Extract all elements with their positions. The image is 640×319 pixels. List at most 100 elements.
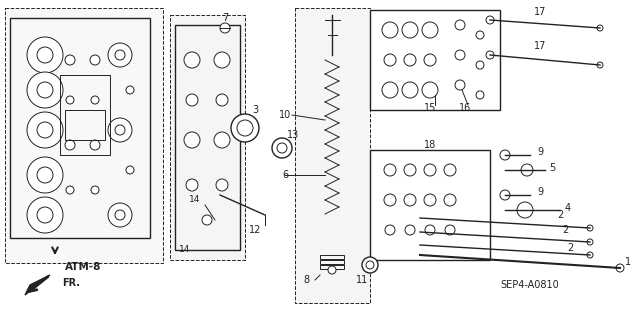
Circle shape [108,118,132,142]
Circle shape [184,132,200,148]
Circle shape [384,54,396,66]
Bar [320,260,344,264]
Circle shape [587,239,593,245]
Circle shape [126,86,134,94]
Circle shape [37,207,53,223]
Circle shape [37,47,53,63]
Text: 10: 10 [279,110,291,120]
Circle shape [37,122,53,138]
Circle shape [405,225,415,235]
Circle shape [214,52,230,68]
Bar [370,10,500,110]
Circle shape [404,194,416,206]
Circle shape [115,125,125,135]
Circle shape [384,164,396,176]
Circle shape [425,225,435,235]
Circle shape [455,50,465,60]
Circle shape [597,62,603,68]
Circle shape [237,120,253,136]
Circle shape [476,61,484,69]
Text: 14: 14 [189,196,201,204]
Circle shape [186,94,198,106]
Text: 16: 16 [459,103,471,113]
Circle shape [91,186,99,194]
Circle shape [476,31,484,39]
Circle shape [517,202,533,218]
Circle shape [220,23,230,33]
Circle shape [27,37,63,73]
Bar [60,75,110,155]
Circle shape [90,55,100,65]
Text: 3: 3 [252,105,258,115]
Circle shape [455,80,465,90]
Circle shape [66,96,74,104]
Circle shape [587,252,593,258]
Circle shape [587,225,593,231]
Circle shape [500,150,510,160]
Bar [170,15,245,260]
Bar [175,25,240,250]
Circle shape [115,50,125,60]
Circle shape [272,138,292,158]
Circle shape [37,82,53,98]
Text: 2: 2 [562,225,568,235]
Circle shape [126,166,134,174]
Bar [320,255,344,259]
Bar [5,8,163,263]
Circle shape [27,72,63,108]
Text: 14: 14 [179,246,191,255]
Circle shape [214,132,230,148]
Circle shape [382,82,398,98]
Circle shape [476,91,484,99]
Circle shape [90,140,100,150]
Text: 12: 12 [249,225,261,235]
Circle shape [445,225,455,235]
Circle shape [37,167,53,183]
Circle shape [455,20,465,30]
Circle shape [66,186,74,194]
Circle shape [424,164,436,176]
Circle shape [382,22,398,38]
Circle shape [202,215,212,225]
Circle shape [422,82,438,98]
Bar [295,8,370,303]
Text: 4: 4 [565,203,571,213]
Text: 1: 1 [625,257,631,267]
Circle shape [328,266,336,274]
Text: 7: 7 [222,13,228,23]
Text: 11: 11 [356,275,368,285]
Bar [65,110,105,140]
Circle shape [231,114,259,142]
Circle shape [422,22,438,38]
Text: 17: 17 [534,41,546,51]
Circle shape [385,225,395,235]
Circle shape [404,54,416,66]
Circle shape [115,210,125,220]
Circle shape [444,164,456,176]
Circle shape [108,203,132,227]
Text: 2: 2 [567,243,573,253]
Bar [370,150,490,260]
Circle shape [184,52,200,68]
Circle shape [424,54,436,66]
Circle shape [616,264,624,272]
Text: 8: 8 [304,275,310,285]
Circle shape [404,164,416,176]
Circle shape [521,164,533,176]
Circle shape [384,194,396,206]
Text: 13: 13 [287,130,299,140]
Circle shape [402,82,418,98]
Circle shape [216,179,228,191]
Text: 18: 18 [424,140,436,150]
Text: 9: 9 [537,187,543,197]
Text: 15: 15 [424,103,436,113]
Circle shape [27,157,63,193]
Text: 9: 9 [537,147,543,157]
Circle shape [65,55,75,65]
Circle shape [108,43,132,67]
Text: ATM-8: ATM-8 [65,262,101,272]
Text: 17: 17 [534,7,546,17]
Circle shape [402,22,418,38]
Circle shape [91,96,99,104]
Circle shape [216,94,228,106]
